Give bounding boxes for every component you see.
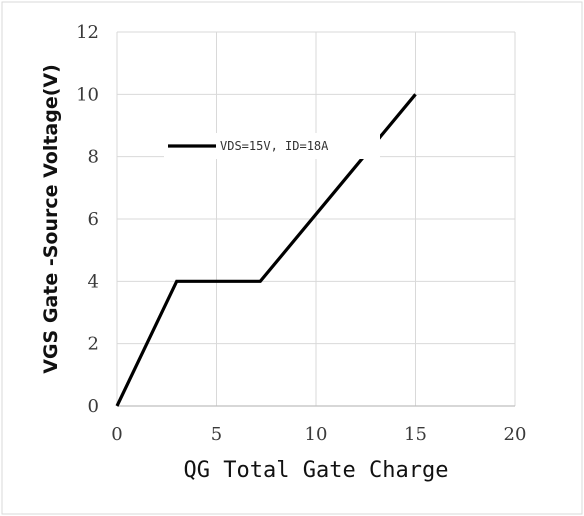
y-tick-label: 2 xyxy=(88,334,99,355)
x-tick-label: 10 xyxy=(305,424,328,445)
y-axis-title: VGS Gate -Source Voltage(V) xyxy=(40,64,62,374)
series-lines xyxy=(115,93,417,407)
series-line xyxy=(115,93,417,407)
tick-labels: 0 2 4 6 8 10 12 0 5 10 15 20 xyxy=(76,22,526,445)
y-tick-label: 6 xyxy=(88,209,99,230)
legend-label: VDS=15V, ID=18A xyxy=(220,139,329,153)
x-tick-label: 5 xyxy=(211,424,222,445)
x-tick-label: 20 xyxy=(504,424,527,445)
y-tick-label: 8 xyxy=(88,147,99,168)
x-tick-label: 15 xyxy=(404,424,427,445)
y-tick-label: 0 xyxy=(88,396,99,417)
x-tick-label: 0 xyxy=(111,424,122,445)
y-tick-label: 10 xyxy=(76,84,99,105)
y-tick-label: 12 xyxy=(76,22,99,43)
legend: VDS=15V, ID=18A xyxy=(164,133,380,159)
x-axis-title: QG Total Gate Charge xyxy=(184,458,449,483)
y-tick-label: 4 xyxy=(88,271,99,292)
